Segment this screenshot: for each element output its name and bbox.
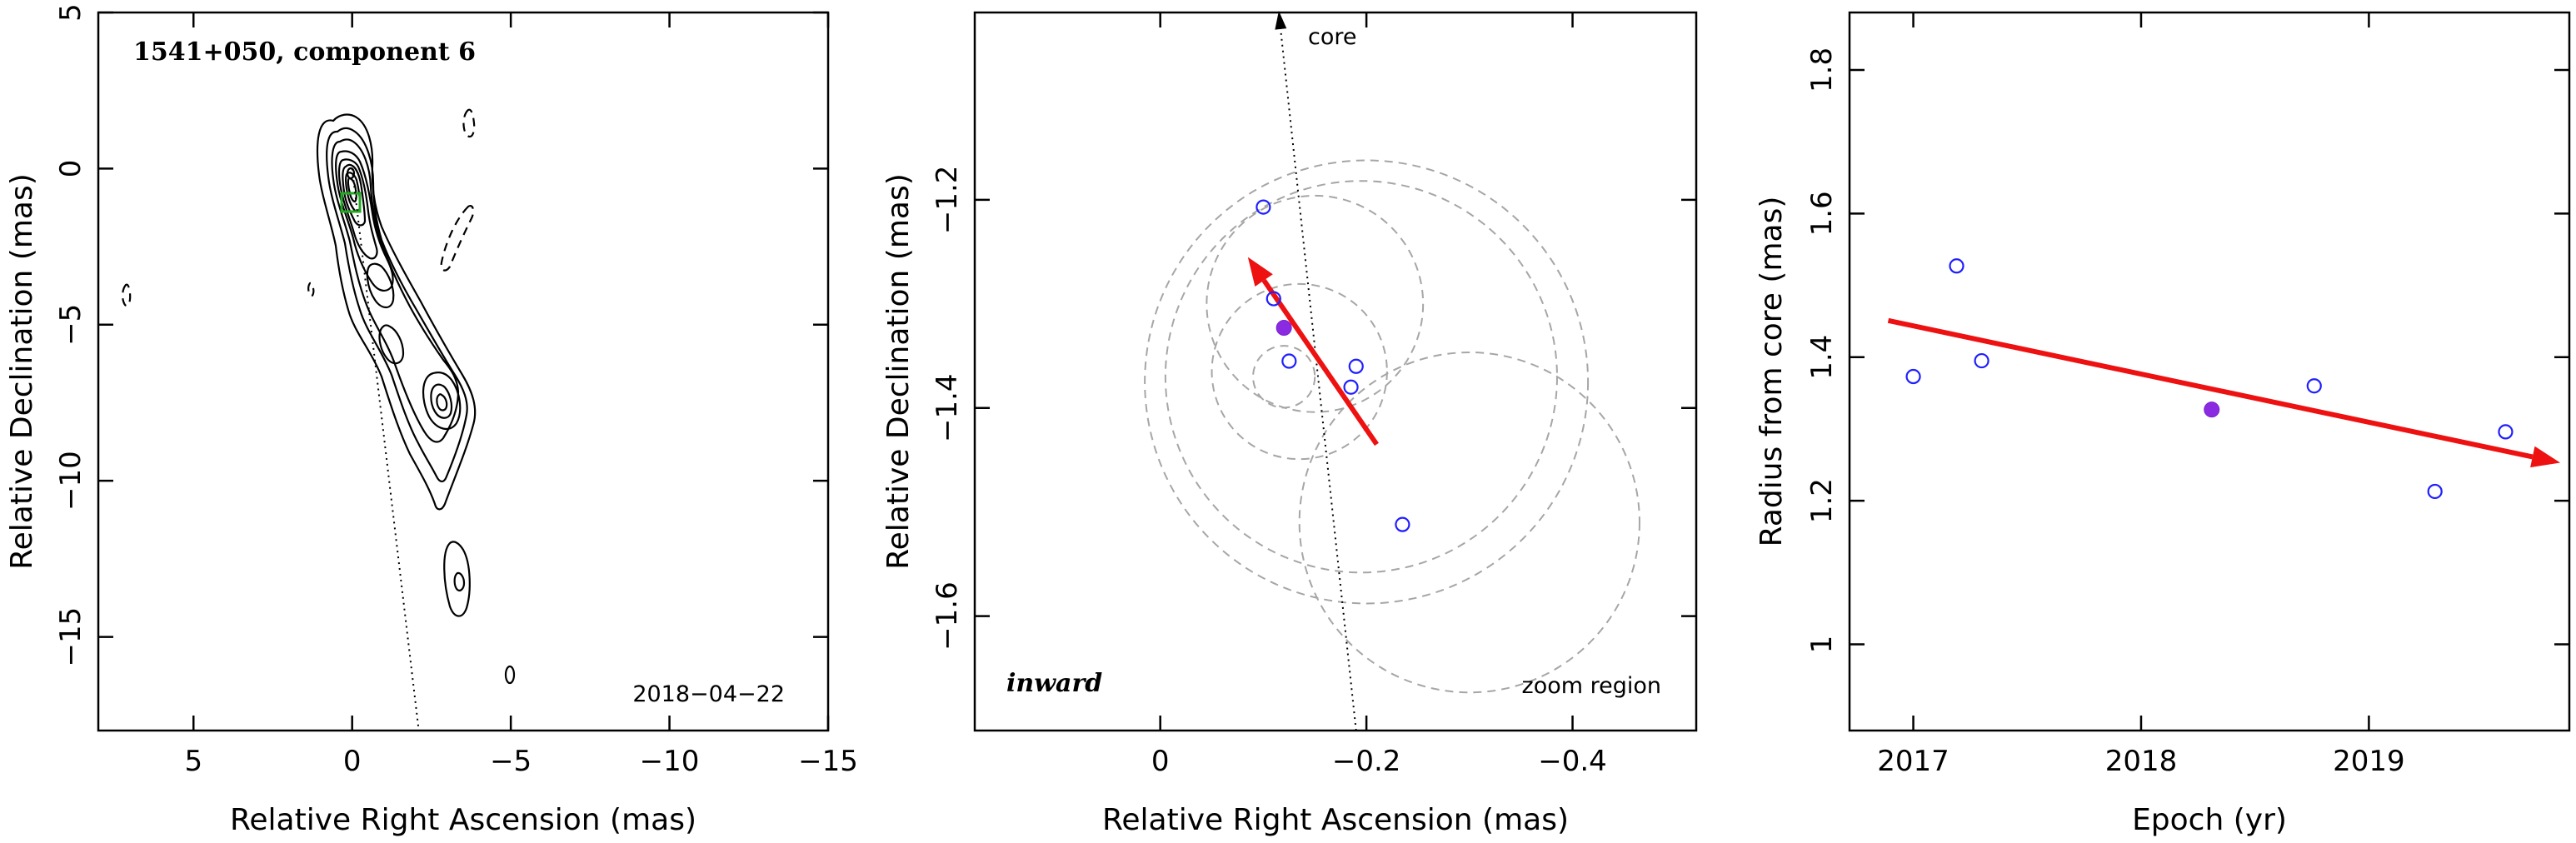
y-tick-label: −1.6 — [931, 581, 964, 651]
y-tick-label: 5 — [54, 3, 87, 22]
x-tick-label: 0 — [1151, 745, 1170, 778]
x-tick-label: 2018 — [2105, 745, 2178, 778]
inward-label: inward — [1006, 669, 1102, 698]
contour-isolated-1 — [443, 541, 471, 617]
motion-vector-arrowhead — [1247, 257, 1273, 287]
x-tick-label: −0.4 — [1538, 745, 1607, 778]
error-circle — [1252, 345, 1316, 409]
contour-knot-1 — [366, 262, 395, 309]
contour-isolated-2 — [504, 665, 516, 685]
contour-negative-1 — [462, 108, 476, 138]
x-axis-label: Relative Right Ascension (mas) — [230, 803, 696, 837]
contour-negative-4 — [307, 282, 315, 297]
error-circle — [1206, 194, 1425, 413]
x-tick-label: 2019 — [2333, 745, 2405, 778]
y-axis-ticks: −1.2 −1.4 −1.6 — [931, 166, 1696, 651]
data-point — [1974, 352, 1989, 369]
zoom-region-label: zoom region — [1522, 673, 1661, 699]
core-direction-line — [1277, 12, 1357, 731]
core-label: core — [1308, 24, 1356, 50]
data-point — [1395, 516, 1410, 532]
chart-title: 1541+050, component 6 — [133, 37, 476, 67]
y-tick-label: −1.4 — [931, 373, 964, 442]
x-tick-label: 5 — [184, 745, 202, 778]
error-circle — [1164, 180, 1558, 574]
contour-level-3 — [331, 138, 460, 443]
x-axis-ticks: 2017 2018 2019 — [1877, 12, 2405, 778]
x-tick-label: 2017 — [1877, 745, 1949, 778]
y-tick-label: −5 — [54, 304, 87, 346]
data-point-current-epoch — [1276, 320, 1292, 337]
panel-1-frame — [97, 11, 830, 732]
panel-2-frame — [973, 11, 1698, 732]
y-axis-label: Relative Declination (mas) — [881, 173, 916, 570]
radius-vs-epoch-panel: 2017 2018 2019 1 1.2 1.4 1.6 1.8 Epoch (yr) Ra… — [1755, 11, 2571, 837]
contour-level-1 — [316, 113, 477, 511]
y-tick-label: 1.2 — [1805, 478, 1839, 523]
data-point — [2306, 378, 2322, 394]
contour-knot-2 — [378, 324, 405, 365]
x-tick-label: −15 — [798, 745, 858, 778]
data-point — [2498, 424, 2514, 440]
y-axis-label: Relative Declination (mas) — [5, 173, 39, 570]
y-axis-label: Radius from core (mas) — [1755, 197, 1789, 547]
position-points — [1256, 199, 1410, 532]
x-tick-label: 0 — [343, 745, 362, 778]
y-axis-ticks: 1 1.2 1.4 1.6 1.8 — [1805, 47, 2569, 653]
core-arrowhead — [1275, 11, 1287, 30]
fit-vector — [1887, 317, 2534, 460]
contour-knot-3 — [422, 372, 462, 431]
contour-core-peak — [346, 167, 356, 180]
data-point — [1256, 199, 1271, 215]
jet-contours — [122, 108, 516, 685]
radius-points — [1905, 258, 2514, 500]
x-axis-label: Epoch (yr) — [2132, 803, 2287, 837]
y-tick-label: 1 — [1805, 636, 1839, 654]
data-point — [1281, 353, 1297, 369]
contour-level-2 — [326, 127, 468, 483]
y-tick-label: −1.2 — [931, 166, 964, 235]
zoom-region-panel: 0 −0.2 −0.4 −1.2 −1.4 −1.6 core inward zoom … — [881, 11, 1698, 837]
x-axis-label: Relative Right Ascension (mas) — [1102, 803, 1569, 837]
contour-map-panel: 5 0 −5 −10 −15 5 0 −5 −10 −15 1541+050, componen… — [5, 3, 858, 837]
contour-negative-3 — [122, 283, 132, 307]
x-tick-label: −5 — [490, 745, 532, 778]
date-label: 2018−04−22 — [632, 681, 785, 707]
contour-isolated-1b — [453, 571, 466, 591]
data-point — [1348, 358, 1364, 374]
core-direction-line — [351, 168, 420, 731]
y-tick-label: 0 — [54, 160, 87, 178]
y-tick-label: 1.4 — [1805, 335, 1839, 380]
y-tick-label: 1.6 — [1805, 191, 1839, 236]
motion-vector — [1261, 278, 1379, 446]
error-circle — [1211, 282, 1388, 461]
error-circle — [1144, 159, 1590, 605]
data-point — [1343, 379, 1359, 395]
y-axis-ticks: 5 0 −5 −10 −15 — [54, 3, 828, 666]
error-circles — [1144, 159, 1640, 694]
y-tick-label: −15 — [54, 607, 87, 667]
data-point-current-epoch — [2204, 402, 2220, 418]
component-6-marker — [340, 192, 362, 213]
panel-3-frame — [1848, 11, 2571, 732]
y-tick-label: 1.8 — [1805, 47, 1839, 92]
contour-level-6 — [342, 163, 367, 227]
error-circle — [1298, 352, 1640, 694]
data-point — [1905, 368, 1921, 385]
contour-knot-3b — [430, 383, 453, 419]
data-point — [1266, 291, 1281, 307]
x-axis-ticks: 0 −0.2 −0.4 — [1151, 12, 1607, 778]
contour-level-8 — [347, 177, 357, 203]
x-axis-ticks: 5 0 −5 −10 −15 — [184, 12, 858, 778]
x-tick-label: −0.2 — [1332, 745, 1401, 778]
contour-negative-2 — [440, 205, 475, 272]
data-point — [1949, 258, 1964, 274]
fit-vector-arrowhead — [2530, 446, 2561, 468]
x-tick-label: −10 — [640, 745, 700, 778]
data-point — [2427, 483, 2443, 500]
contour-knot-3c — [436, 393, 448, 412]
y-tick-label: −10 — [54, 451, 87, 511]
